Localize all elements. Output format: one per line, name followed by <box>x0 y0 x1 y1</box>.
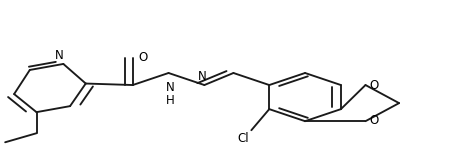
Text: O: O <box>369 114 379 127</box>
Text: Cl: Cl <box>238 132 249 145</box>
Text: O: O <box>369 79 379 92</box>
Text: N
H: N H <box>166 81 174 107</box>
Text: N: N <box>198 70 207 83</box>
Text: N: N <box>54 49 63 62</box>
Text: O: O <box>138 51 147 64</box>
